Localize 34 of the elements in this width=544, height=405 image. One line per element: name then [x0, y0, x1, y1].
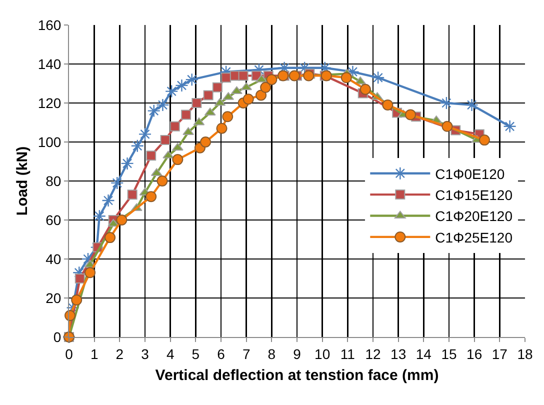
x-tick-label: 9 — [293, 346, 302, 362]
x-tick-label: 8 — [268, 346, 276, 362]
x-tick-label: 5 — [192, 346, 200, 362]
y-tick-label: 20 — [46, 290, 62, 306]
x-tick-label: 10 — [314, 346, 330, 362]
legend-label: C1Φ20E120 — [435, 208, 513, 224]
legend-label: C1Φ15E120 — [435, 187, 513, 204]
x-axis-title: Vertical deflection at tenstion face (mm) — [155, 366, 439, 384]
x-tick-label: 18 — [517, 346, 533, 362]
x-tick-label: 13 — [390, 346, 406, 362]
x-tick-label: 14 — [416, 346, 432, 362]
legend-label: C1Φ0E120 — [435, 166, 505, 182]
x-tick-label: 7 — [242, 346, 250, 362]
y-tick-label: 140 — [38, 56, 62, 72]
legend-label: C1Φ25E120 — [435, 229, 513, 246]
x-tick-label: 1 — [90, 346, 98, 362]
y-tick-label: 80 — [46, 172, 62, 189]
y-axis-title: Load (kN) — [14, 146, 32, 216]
x-tick-label: 17 — [492, 346, 508, 362]
x-tick-label: 11 — [340, 346, 356, 362]
x-tick-label: 12 — [365, 346, 381, 362]
y-tick-label: 40 — [46, 250, 62, 267]
x-tick-label: 6 — [217, 346, 226, 362]
y-tick-label: 100 — [38, 134, 62, 150]
x-tick-label: 16 — [466, 346, 482, 362]
y-tick-label: 120 — [38, 94, 62, 111]
x-tick-label: 15 — [441, 346, 457, 362]
x-tick-label: 0 — [65, 346, 74, 362]
y-tick-label: 160 — [38, 16, 62, 33]
y-tick-label: 0 — [53, 328, 62, 345]
x-tick-label: 2 — [116, 346, 124, 362]
y-tick-label: 60 — [46, 212, 62, 228]
x-tick-label: 4 — [166, 346, 174, 362]
x-tick-label: 3 — [141, 346, 150, 362]
